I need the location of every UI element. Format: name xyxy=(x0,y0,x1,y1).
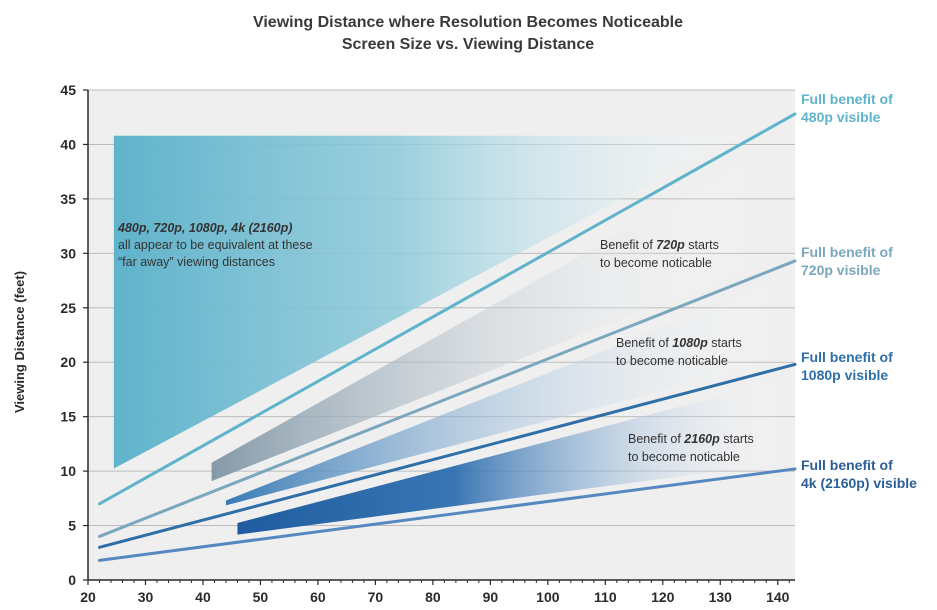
right-legend-labels: Full benefit of 480p visible Full benefit … xyxy=(801,91,917,491)
benefit-regions xyxy=(113,130,778,535)
y-axis-label: Viewing Distance (feet) xyxy=(12,271,27,413)
y-tick-label: 30 xyxy=(60,245,76,261)
annotation-0-line-2: “far away” viewing distances xyxy=(118,255,275,269)
x-tick-label: 70 xyxy=(368,589,384,605)
annotation-0-line-0: 480p, 720p, 1080p, 4k (2160p) xyxy=(117,221,292,235)
annotation-1-line-1: to become noticable xyxy=(600,256,712,270)
annotation-3-line-1: to become noticable xyxy=(628,450,740,464)
x-tick-label: 20 xyxy=(80,589,96,605)
right-label-2-line-1: 1080p visible xyxy=(801,367,888,383)
x-axis-ticks: 20 30 40 50 60 70 80 90 100 110 120 130 140 xyxy=(80,580,790,605)
x-tick-label: 140 xyxy=(766,589,790,605)
series-lines xyxy=(97,112,797,562)
right-label-3-line-1: 4k (2160p) visible xyxy=(801,475,917,491)
region-720p xyxy=(211,164,744,482)
x-tick-label: 50 xyxy=(253,589,269,605)
y-axis-ticks: 0 5 10 15 20 25 30 35 40 45 xyxy=(60,82,88,588)
chart-subtitle: Screen Size vs. Viewing Distance xyxy=(342,36,594,53)
y-tick-label: 20 xyxy=(60,354,76,370)
annotation-3-line-0: Benefit of 2160p starts xyxy=(628,432,754,446)
axes xyxy=(87,90,795,581)
series-line-1 xyxy=(97,259,797,538)
y-tick-label: 15 xyxy=(60,409,76,425)
right-label-3-line-0: Full benefit of xyxy=(801,457,893,473)
right-label-1-line-0: Full benefit of xyxy=(801,244,893,260)
y-tick-label: 10 xyxy=(60,463,76,479)
x-tick-label: 40 xyxy=(195,589,211,605)
right-label-1-line-1: 720p visible xyxy=(801,262,881,278)
y-tick-label: 40 xyxy=(60,136,76,152)
x-tick-label: 100 xyxy=(536,589,560,605)
y-tick-label: 35 xyxy=(60,191,76,207)
right-label-2-line-0: Full benefit of xyxy=(801,349,893,365)
x-tick-label: 90 xyxy=(483,589,499,605)
x-tick-label: 80 xyxy=(425,589,441,605)
region-480p xyxy=(113,130,751,469)
y-tick-label: 5 xyxy=(68,518,76,534)
annotation-2-line-0: Benefit of 1080p starts xyxy=(616,336,742,350)
annotation-1-line-0: Benefit of 720p starts xyxy=(600,238,719,252)
right-label-0-line-0: Full benefit of xyxy=(801,91,893,107)
y-tick-label: 0 xyxy=(68,572,76,588)
right-label-0-line-1: 480p visible xyxy=(801,109,881,125)
series-line-0 xyxy=(97,112,797,506)
x-tick-label: 120 xyxy=(651,589,675,605)
x-tick-label: 110 xyxy=(594,589,617,605)
annotations: 480p, 720p, 1080p, 4k (2160p) all appear … xyxy=(117,221,754,464)
y-tick-label: 45 xyxy=(60,82,76,98)
region-1080p xyxy=(225,286,767,506)
series-line-3 xyxy=(97,467,797,562)
y-tick-label: 25 xyxy=(60,300,76,316)
series-line-2 xyxy=(97,362,797,549)
chart-title: Viewing Distance where Resolution Become… xyxy=(253,14,683,31)
x-tick-label: 60 xyxy=(310,589,326,605)
annotation-2-line-1: to become noticable xyxy=(616,354,728,368)
region-2160p xyxy=(237,380,778,535)
annotation-0-line-1: all appear to be equivalent at these xyxy=(118,238,313,252)
x-tick-label: 30 xyxy=(138,589,154,605)
x-tick-label: 130 xyxy=(709,589,733,605)
